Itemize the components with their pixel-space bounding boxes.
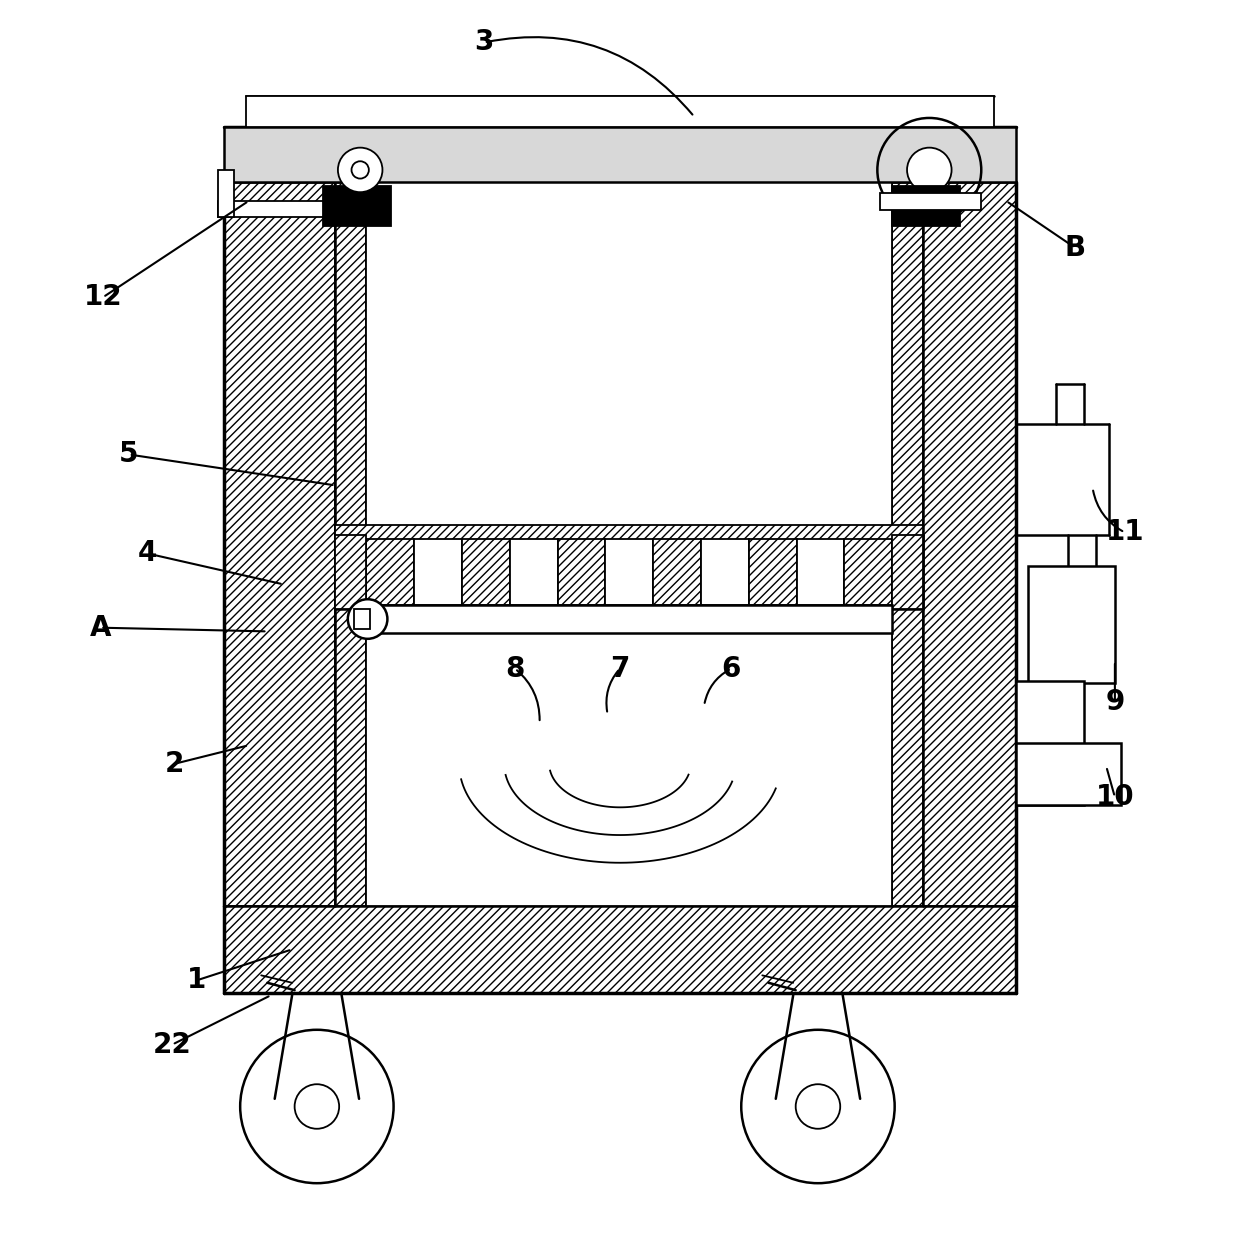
Text: 11: 11 — [1106, 518, 1145, 547]
Bar — [796, 538, 844, 605]
Text: 2: 2 — [165, 750, 185, 778]
Bar — [414, 538, 463, 605]
Bar — [701, 538, 749, 605]
Bar — [224, 127, 1016, 183]
Text: 10: 10 — [1096, 783, 1135, 812]
Text: 9: 9 — [1105, 687, 1125, 716]
Bar — [844, 538, 893, 605]
Bar — [218, 170, 234, 218]
Circle shape — [742, 1029, 895, 1183]
Circle shape — [796, 1084, 841, 1129]
Bar — [1016, 681, 1084, 804]
Bar — [749, 538, 796, 605]
Text: 5: 5 — [119, 440, 139, 469]
Bar — [893, 186, 960, 225]
Bar — [336, 534, 366, 609]
Circle shape — [347, 599, 387, 639]
Circle shape — [906, 148, 951, 193]
Text: B: B — [1065, 234, 1086, 262]
Bar — [366, 538, 414, 605]
Text: 22: 22 — [153, 1030, 191, 1059]
Circle shape — [339, 148, 382, 193]
Bar — [224, 183, 336, 906]
Text: 6: 6 — [722, 655, 742, 682]
Bar — [336, 183, 366, 906]
Text: A: A — [89, 614, 112, 641]
Bar — [653, 538, 701, 605]
Bar — [366, 183, 893, 534]
Text: 12: 12 — [83, 283, 123, 311]
Bar — [463, 538, 510, 605]
Bar — [893, 183, 923, 906]
Bar — [247, 96, 993, 127]
Bar — [880, 194, 981, 210]
Bar — [1028, 566, 1115, 684]
Bar — [510, 538, 558, 605]
Bar — [605, 538, 653, 605]
Bar — [353, 609, 370, 629]
Text: 4: 4 — [138, 539, 157, 568]
Text: 3: 3 — [474, 29, 494, 56]
Text: 1: 1 — [187, 966, 207, 994]
Bar — [324, 186, 391, 225]
Bar — [336, 525, 923, 549]
Circle shape — [295, 1084, 340, 1129]
Bar — [366, 609, 893, 906]
Text: 7: 7 — [610, 655, 630, 682]
Bar — [224, 906, 1016, 993]
Bar — [893, 534, 923, 609]
Bar — [366, 605, 893, 633]
Bar — [218, 201, 324, 218]
Text: 8: 8 — [505, 655, 525, 682]
Bar — [558, 538, 605, 605]
Circle shape — [241, 1029, 393, 1183]
Bar — [1016, 743, 1121, 804]
Bar — [923, 183, 1016, 906]
